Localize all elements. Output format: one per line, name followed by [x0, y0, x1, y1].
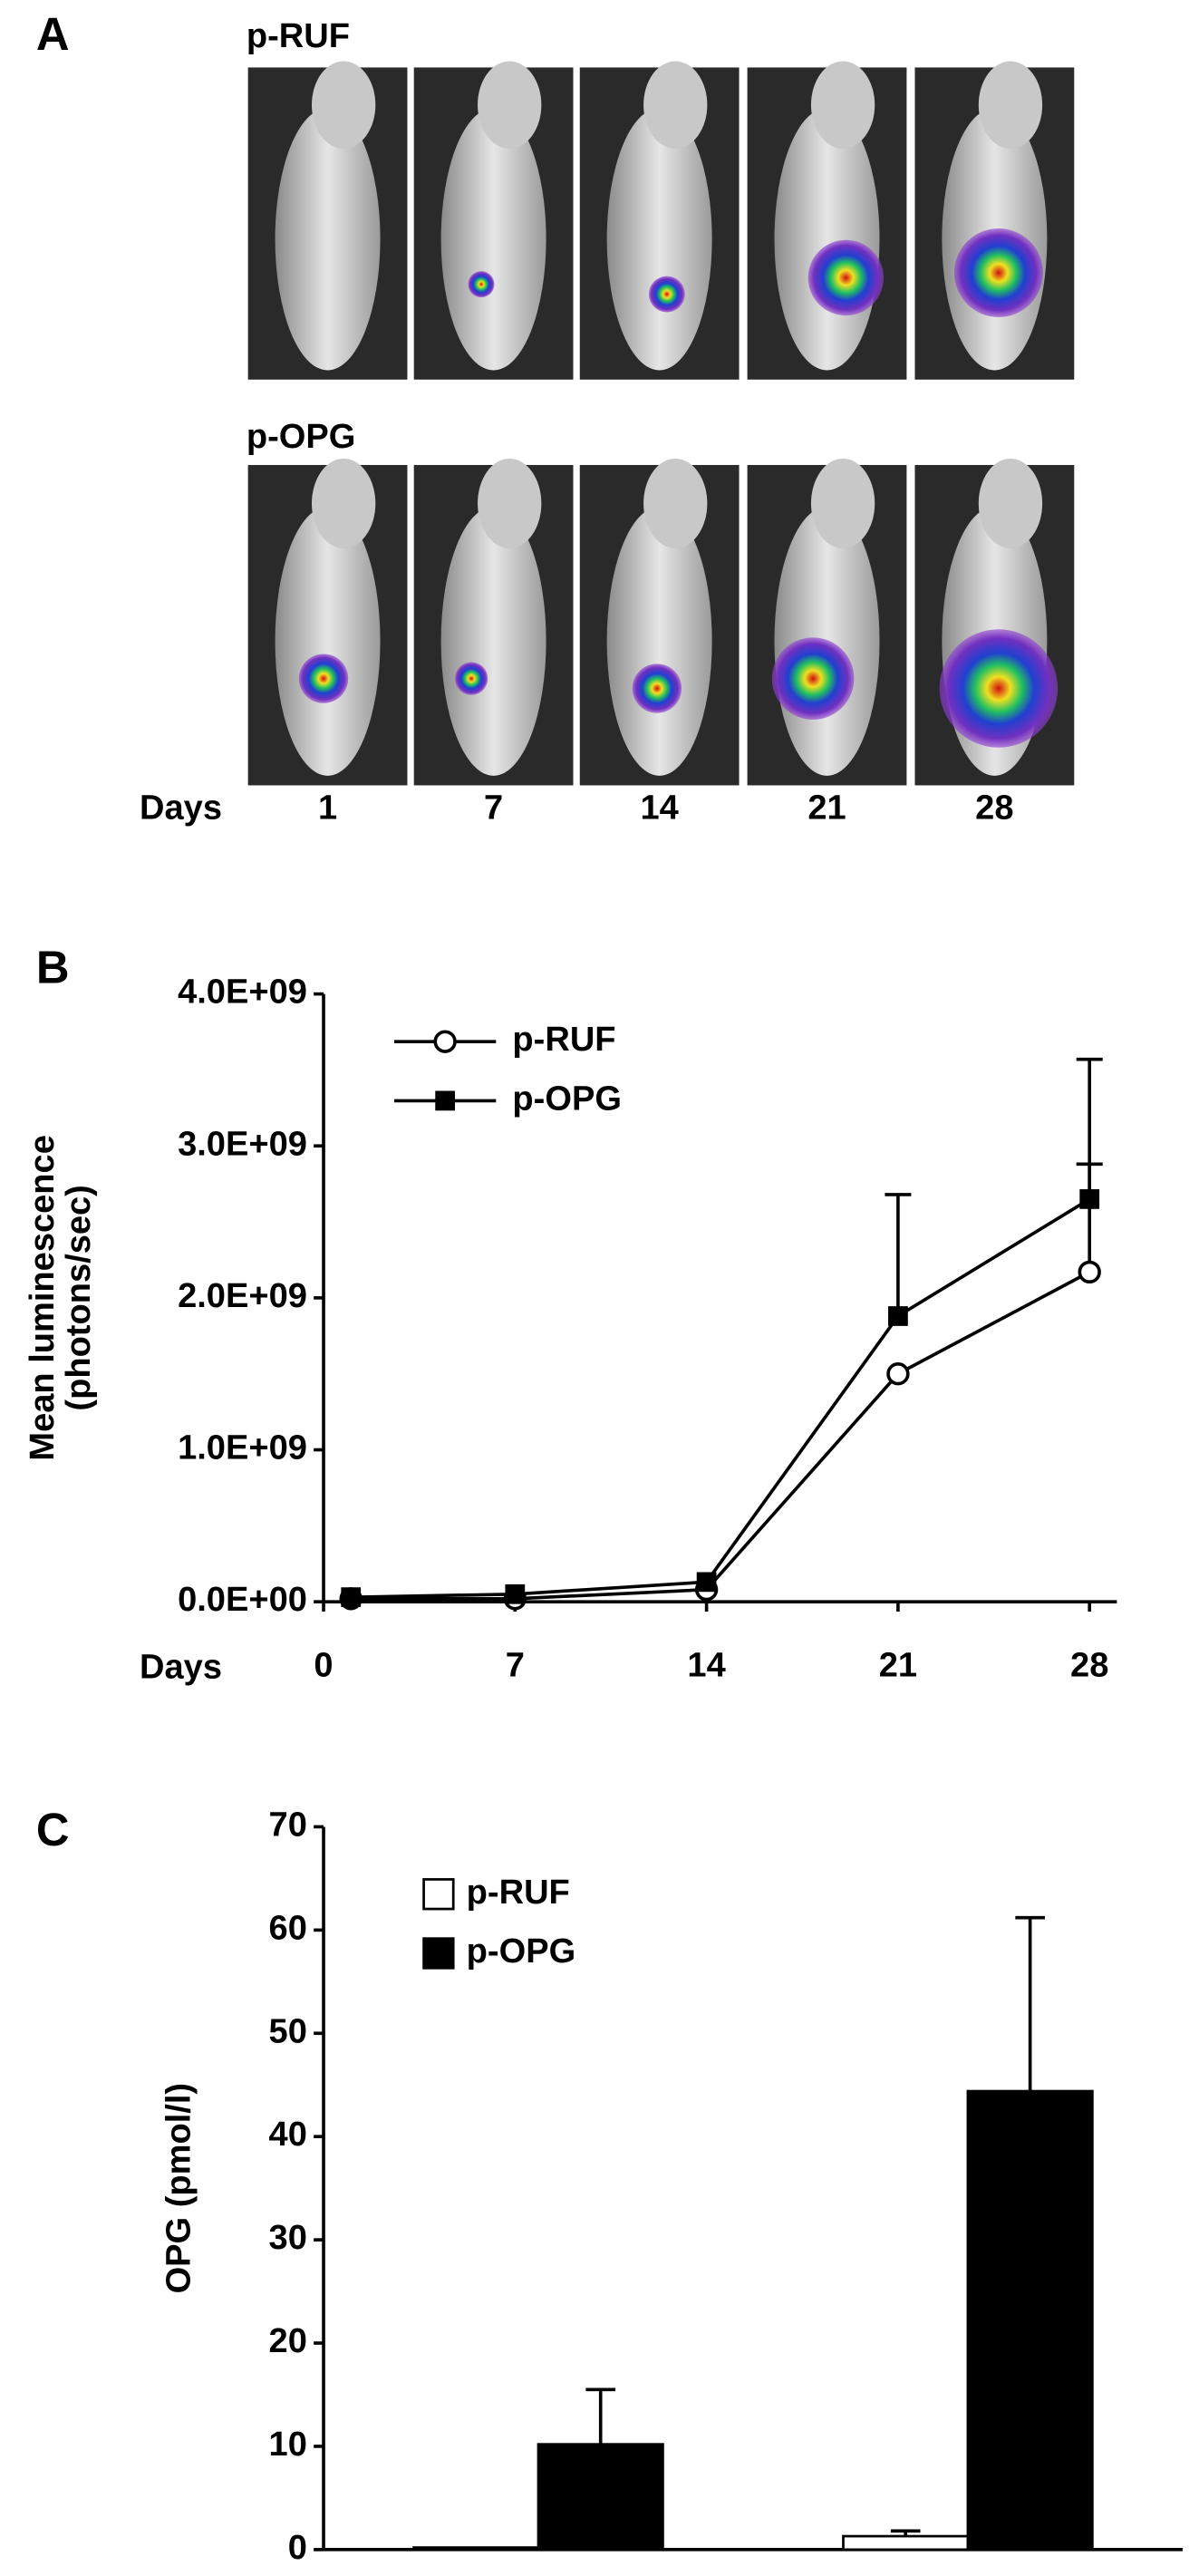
series-line [351, 1197, 1091, 1599]
y-tick-label: 3.0E+09 [178, 1125, 307, 1163]
mouse-head [810, 458, 875, 548]
legend-label: p-RUF [467, 1874, 570, 1912]
y-tick-label: 0.0E+00 [178, 1581, 307, 1619]
y-axis-label: (photons/sec) [60, 1185, 98, 1410]
y-tick-label: 1.0E+09 [178, 1429, 307, 1467]
bar [537, 2443, 664, 2552]
bar [412, 2546, 540, 2552]
mouse-head [810, 61, 875, 149]
mouse-head [311, 61, 376, 149]
legend-swatch [422, 1878, 455, 1911]
mouse-head [978, 61, 1043, 149]
mouse [606, 506, 712, 776]
mouse-head [978, 458, 1043, 548]
legend-label: p-OPG [467, 1932, 575, 1971]
point [888, 1306, 908, 1326]
y-tick-label: 4.0E+09 [178, 973, 307, 1012]
day-label: 28 [975, 789, 1013, 828]
y-tick-label: 50 [269, 2012, 307, 2050]
bar [966, 2089, 1094, 2552]
day-label: 7 [484, 789, 503, 828]
signal [807, 239, 885, 316]
y-tick-label: 70 [269, 1806, 307, 1844]
signal [455, 662, 488, 695]
day-label: 14 [640, 789, 678, 828]
y-axis-label: Mean luminescence [24, 1135, 62, 1460]
mouse [275, 506, 381, 776]
signal [298, 654, 349, 703]
panel-label: A [36, 8, 70, 60]
x-tick-label: 21 [879, 1647, 917, 1685]
signal [648, 276, 685, 313]
mouse [774, 108, 880, 371]
point [1078, 1260, 1101, 1284]
signal [468, 271, 495, 298]
mouse-head [478, 61, 542, 149]
y-tick-label: 60 [269, 1909, 307, 1947]
x-axis-label: Days [140, 1649, 222, 1687]
y-axis-label: OPG (pmol/l) [160, 2083, 198, 2294]
mouse-head [643, 458, 708, 548]
point [696, 1572, 717, 1593]
x-tick-label: 0 [314, 1647, 333, 1685]
bar [842, 2534, 970, 2552]
mouse [275, 108, 381, 371]
mouse [440, 506, 546, 776]
row-label: p-OPG [247, 418, 355, 456]
axis-label: Days [140, 789, 222, 828]
y-tick-label: 20 [269, 2322, 307, 2360]
x-tick-label: Day 28 [913, 2573, 1024, 2576]
legend-label: p-RUF [512, 1021, 615, 1059]
x-tick-label: 7 [506, 1647, 525, 1685]
y-tick-label: 30 [269, 2219, 307, 2257]
legend-swatch [422, 1937, 455, 1970]
mouse-head [643, 61, 708, 149]
panel-a: A p-RUF p-OPG Days [36, 8, 355, 827]
row-label: p-RUF [247, 17, 350, 55]
x-tick-label: 14 [687, 1647, 725, 1685]
panel-label: C [36, 1804, 70, 1855]
mouse [606, 108, 712, 371]
y-tick-label: 40 [269, 2116, 307, 2154]
y-tick-label: 10 [269, 2426, 307, 2464]
point [886, 1362, 910, 1386]
mouse-head [478, 458, 542, 548]
series-line [351, 1270, 1091, 1601]
signal [632, 663, 682, 713]
signal [953, 228, 1043, 317]
point [505, 1583, 526, 1604]
signal [939, 629, 1059, 748]
legend-marker [433, 1030, 457, 1053]
mouse [440, 108, 546, 371]
day-label: 21 [807, 789, 846, 828]
x-tick-label: Day 18 [483, 2573, 595, 2576]
point [341, 1587, 362, 1607]
x-tick-label: 28 [1070, 1647, 1108, 1685]
y-tick-label: 0 [288, 2529, 307, 2567]
legend-marker [435, 1090, 456, 1111]
signal [771, 637, 855, 720]
legend-label: p-OPG [512, 1080, 621, 1118]
mouse-head [311, 458, 376, 548]
point [1079, 1189, 1100, 1209]
y-tick-label: 2.0E+09 [178, 1277, 307, 1315]
panel-label: B [36, 942, 70, 993]
day-label: 1 [318, 789, 337, 828]
